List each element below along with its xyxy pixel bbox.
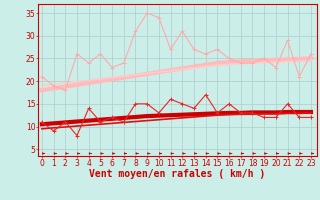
- X-axis label: Vent moyen/en rafales ( km/h ): Vent moyen/en rafales ( km/h ): [90, 169, 266, 179]
